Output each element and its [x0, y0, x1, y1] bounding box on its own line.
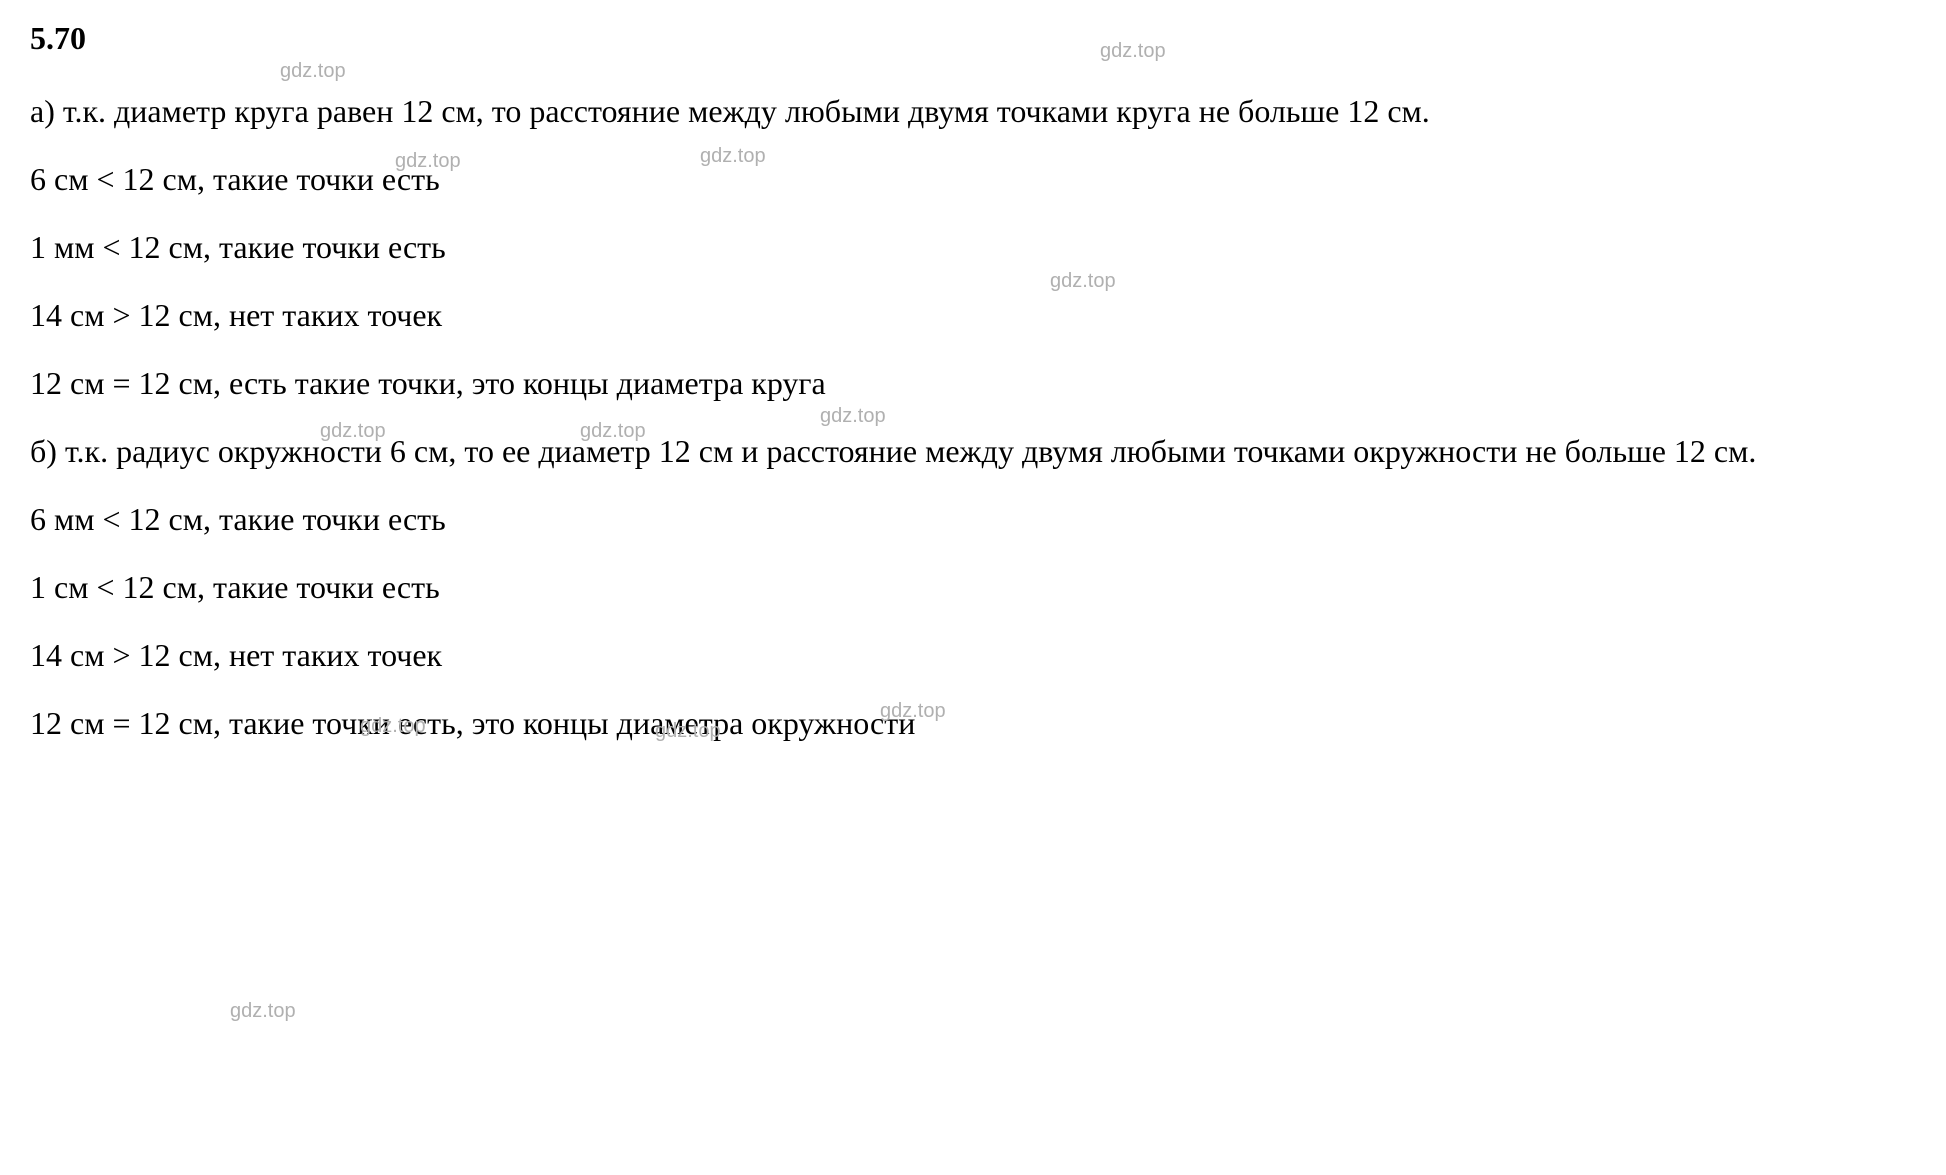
- part-b-line-3: 14 см > 12 см, нет таких точек: [30, 631, 1916, 679]
- part-a-intro: а) т.к. диаметр круга равен 12 см, то ра…: [30, 87, 1916, 135]
- watermark: gdz.top: [820, 405, 886, 428]
- part-b-intro: б) т.к. радиус окружности 6 см, то ее ди…: [30, 427, 1916, 475]
- problem-number: 5.70: [30, 20, 1916, 57]
- watermark: gdz.top: [1050, 270, 1116, 293]
- part-a-line-3: 14 см > 12 см, нет таких точек: [30, 291, 1916, 339]
- part-b-line-4: 12 см = 12 см, такие точки есть, это кон…: [30, 699, 1916, 747]
- part-a-line-4: 12 см = 12 см, есть такие точки, это кон…: [30, 359, 1916, 407]
- part-a-line-2: 1 мм < 12 см, такие точки есть: [30, 223, 1916, 271]
- part-a-line-1: 6 см < 12 см, такие точки есть: [30, 155, 1916, 203]
- part-b-line-1: 6 мм < 12 см, такие точки есть: [30, 495, 1916, 543]
- part-b-line-2: 1 см < 12 см, такие точки есть: [30, 563, 1916, 611]
- watermark: gdz.top: [230, 1000, 296, 1023]
- watermark: gdz.top: [280, 60, 346, 83]
